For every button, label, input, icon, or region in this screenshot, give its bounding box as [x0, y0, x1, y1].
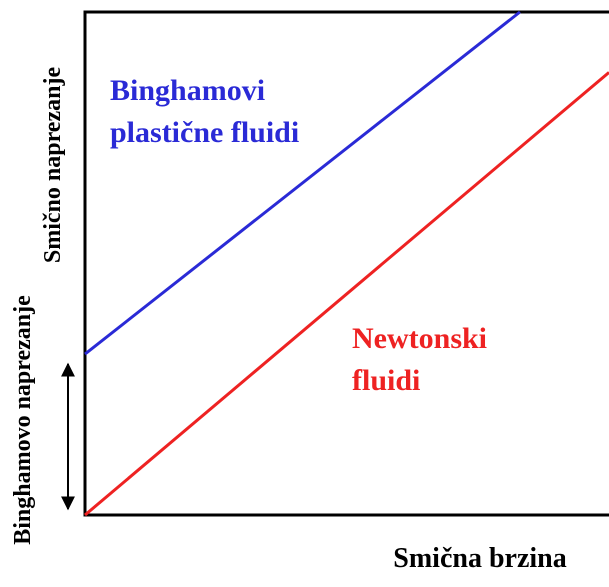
series-annotation: Newtonski	[352, 322, 487, 355]
plot-frame	[83, 10, 609, 517]
series-annotation: plastične fluidi	[110, 116, 299, 149]
series-annotation: Binghamovi	[110, 74, 265, 107]
series-line	[84, 10, 521, 356]
x-axis-label: Smična brzina	[393, 543, 566, 574]
y-axis-label: Smično naprezanje	[40, 67, 66, 264]
yield-label: Binghamovo naprezanje	[10, 295, 36, 545]
series-annotation: fluidi	[352, 364, 420, 397]
series-line	[84, 71, 609, 517]
